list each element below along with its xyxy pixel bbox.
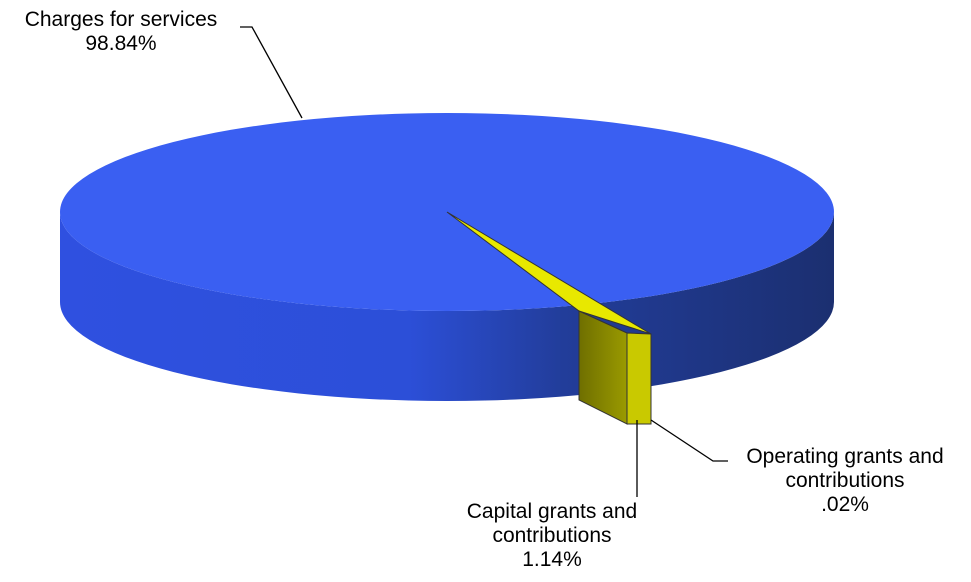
- label-operating-grants-line1: Operating grants and: [746, 445, 944, 468]
- label-capital-grants: Capital grants and contributions 1.14%: [432, 500, 672, 572]
- label-charges-for-services-name: Charges for services: [24, 8, 218, 31]
- label-capital-grants-value: 1.14%: [522, 548, 582, 571]
- slice-capital-grants-side-right: [626, 332, 652, 425]
- label-operating-grants-value: .02%: [821, 493, 869, 516]
- label-capital-grants-line2: contributions: [492, 524, 612, 547]
- label-capital-grants-line1: Capital grants and: [466, 500, 638, 523]
- leader-operating-grants: [650, 419, 728, 462]
- label-operating-grants: Operating grants and contributions .02%: [725, 445, 965, 517]
- slice-capital-grants-top: [446, 211, 652, 335]
- leader-charges-for-services: [240, 26, 303, 119]
- label-charges-for-services-value: 98.84%: [85, 32, 157, 55]
- label-charges-for-services: Charges for services 98.84%: [0, 8, 242, 56]
- label-operating-grants-line2: contributions: [785, 469, 905, 492]
